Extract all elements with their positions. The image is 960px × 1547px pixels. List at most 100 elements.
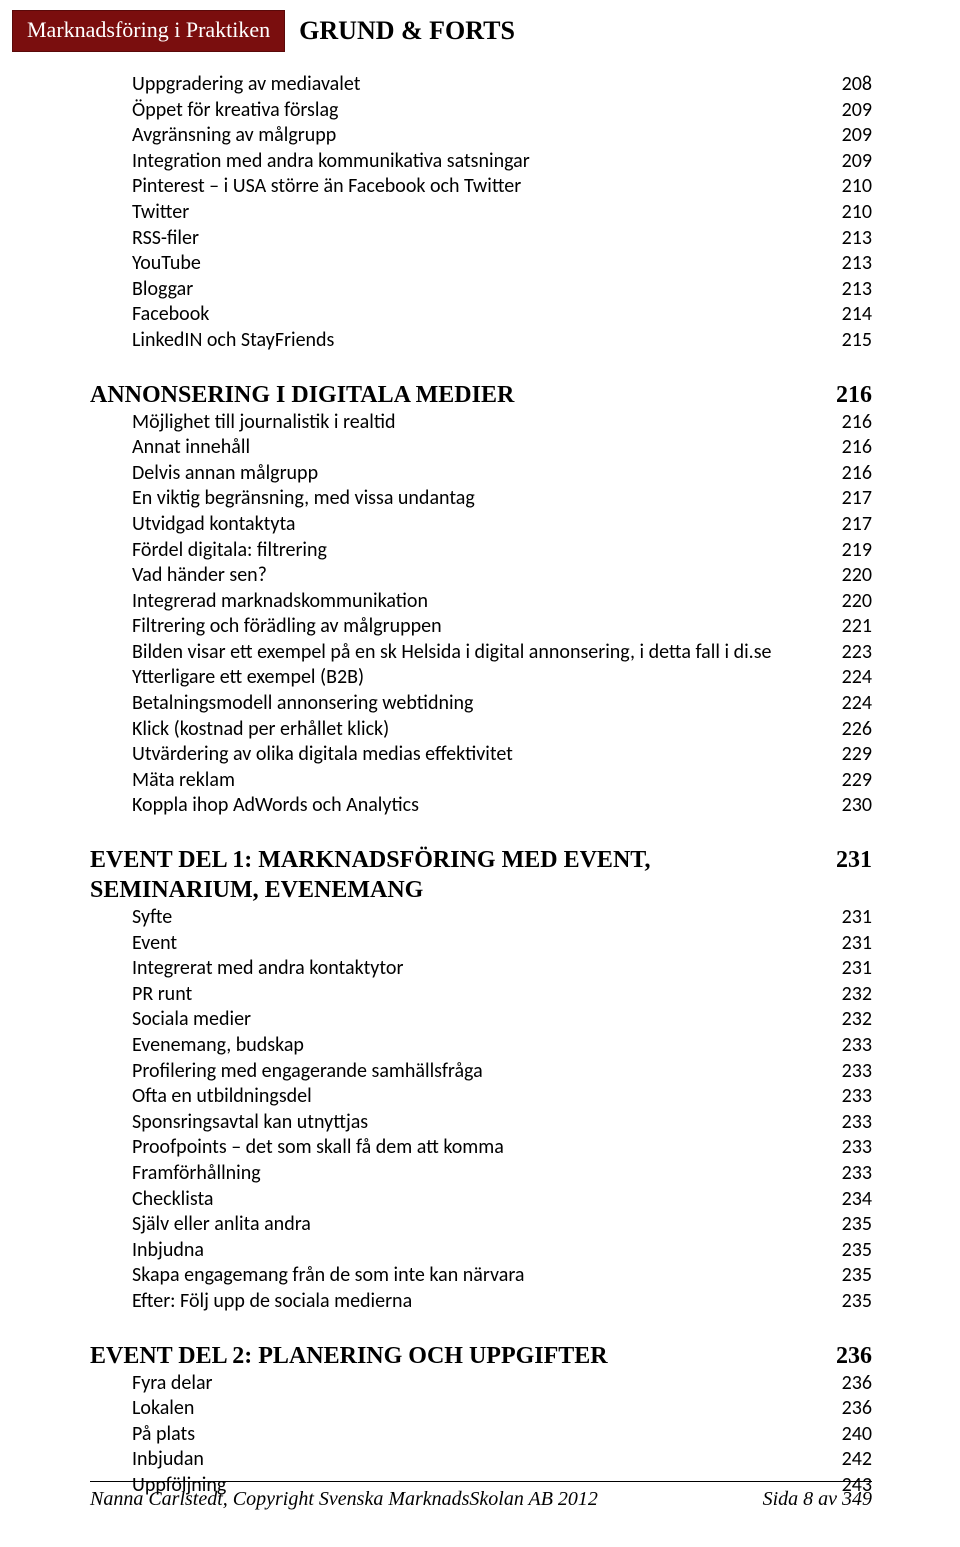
toc-row: Öppet för kreativa förslag209 <box>90 98 872 124</box>
toc-content: Uppgradering av mediavalet208Öppet för k… <box>90 72 872 1499</box>
toc-row: Vad händer sen?220 <box>90 563 872 589</box>
toc-section-heading: ANNONSERING I DIGITALA MEDIER216 <box>90 380 872 410</box>
toc-row-label: Utvidgad kontaktyta <box>132 512 812 538</box>
section-page: 216 <box>812 380 872 410</box>
toc-row: Syfte231 <box>90 905 872 931</box>
toc-row: YouTube213 <box>90 251 872 277</box>
toc-row: Lokalen236 <box>90 1396 872 1422</box>
toc-row: Sponsringsavtal kan utnyttjas233 <box>90 1110 872 1136</box>
toc-row: Evenemang, budskap233 <box>90 1033 872 1059</box>
toc-row-page: 233 <box>812 1135 872 1161</box>
toc-row-page: 231 <box>812 956 872 982</box>
toc-row-label: Betalningsmodell annonsering webtidning <box>132 691 812 717</box>
toc-row: Utvärdering av olika digitala medias eff… <box>90 742 872 768</box>
toc-row-page: 216 <box>812 461 872 487</box>
toc-row: Facebook214 <box>90 302 872 328</box>
toc-row-label: Filtrering och förädling av målgruppen <box>132 614 812 640</box>
toc-row: RSS-filer213 <box>90 226 872 252</box>
toc-row-label: Bilden visar ett exempel på en sk Helsid… <box>132 640 812 666</box>
section-title: EVENT DEL 2: PLANERING OCH UPPGIFTER <box>90 1341 812 1371</box>
toc-row: Annat innehåll216 <box>90 435 872 461</box>
toc-row-page: 219 <box>812 538 872 564</box>
footer-right: Sida 8 av 349 <box>763 1488 872 1511</box>
toc-row-label: Utvärdering av olika digitala medias eff… <box>132 742 812 768</box>
toc-row-label: Fyra delar <box>132 1371 812 1397</box>
toc-row-label: Fördel digitala: filtrering <box>132 538 812 564</box>
toc-row-label: Skapa engagemang från de som inte kan nä… <box>132 1263 812 1289</box>
toc-row-page: 231 <box>812 931 872 957</box>
header-badge: Marknadsföring i Praktiken <box>12 10 285 52</box>
toc-row-page: 209 <box>812 149 872 175</box>
toc-row: Event231 <box>90 931 872 957</box>
toc-row: Bloggar213 <box>90 277 872 303</box>
toc-row: Skapa engagemang från de som inte kan nä… <box>90 1263 872 1289</box>
toc-row: Fördel digitala: filtrering219 <box>90 538 872 564</box>
toc-row: Pinterest – i USA större än Facebook och… <box>90 174 872 200</box>
footer: Nanna Carlstedt, Copyright Svenska Markn… <box>90 1481 872 1511</box>
toc-row-label: Vad händer sen? <box>132 563 812 589</box>
toc-row-label: Öppet för kreativa förslag <box>132 98 812 124</box>
toc-row: Ytterligare ett exempel (B2B)224 <box>90 665 872 691</box>
toc-row-page: 217 <box>812 486 872 512</box>
toc-row-label: Uppgradering av mediavalet <box>132 72 812 98</box>
toc-row-label: Framförhållning <box>132 1161 812 1187</box>
toc-row-label: Själv eller anlita andra <box>132 1212 812 1238</box>
toc-row-label: En viktig begränsning, med vissa undanta… <box>132 486 812 512</box>
toc-row-label: LinkedIN och StayFriends <box>132 328 812 354</box>
section-title: EVENT DEL 1: MARKNADSFÖRING MED EVENT, S… <box>90 845 812 905</box>
toc-row-page: 223 <box>812 640 872 666</box>
toc-row-page: 233 <box>812 1110 872 1136</box>
toc-row-page: 214 <box>812 302 872 328</box>
toc-row: Checklista234 <box>90 1187 872 1213</box>
toc-row-label: Syfte <box>132 905 812 931</box>
toc-row-label: Avgränsning av målgrupp <box>132 123 812 149</box>
toc-row-page: 229 <box>812 768 872 794</box>
toc-row-label: Inbjudan <box>132 1447 812 1473</box>
toc-row-page: 217 <box>812 512 872 538</box>
section-title: ANNONSERING I DIGITALA MEDIER <box>90 380 812 410</box>
toc-row-page: 213 <box>812 251 872 277</box>
toc-row-page: 224 <box>812 691 872 717</box>
toc-row-page: 221 <box>812 614 872 640</box>
toc-row: På plats240 <box>90 1422 872 1448</box>
toc-row: Twitter210 <box>90 200 872 226</box>
toc-row-page: 233 <box>812 1084 872 1110</box>
toc-row-label: RSS-filer <box>132 226 812 252</box>
toc-row: Utvidgad kontaktyta217 <box>90 512 872 538</box>
toc-row: Uppgradering av mediavalet208 <box>90 72 872 98</box>
toc-row-page: 216 <box>812 410 872 436</box>
toc-row-label: Bloggar <box>132 277 812 303</box>
toc-row-label: Ofta en utbildningsdel <box>132 1084 812 1110</box>
toc-row-label: Inbjudna <box>132 1238 812 1264</box>
toc-row: Sociala medier232 <box>90 1007 872 1033</box>
toc-row-label: YouTube <box>132 251 812 277</box>
toc-row: Filtrering och förädling av målgruppen22… <box>90 614 872 640</box>
toc-row-page: 226 <box>812 717 872 743</box>
toc-row-label: Proofpoints – det som skall få dem att k… <box>132 1135 812 1161</box>
toc-row-page: 236 <box>812 1371 872 1397</box>
toc-row-page: 236 <box>812 1396 872 1422</box>
toc-section-heading: EVENT DEL 1: MARKNADSFÖRING MED EVENT, S… <box>90 845 872 905</box>
toc-row-page: 233 <box>812 1059 872 1085</box>
toc-row: Inbjudan242 <box>90 1447 872 1473</box>
toc-row: Profilering med engagerande samhällsfråg… <box>90 1059 872 1085</box>
toc-row-label: Checklista <box>132 1187 812 1213</box>
toc-row-page: 235 <box>812 1238 872 1264</box>
toc-row-label: Profilering med engagerande samhällsfråg… <box>132 1059 812 1085</box>
toc-row-label: Annat innehåll <box>132 435 812 461</box>
toc-row-page: 235 <box>812 1212 872 1238</box>
toc-row: Ofta en utbildningsdel233 <box>90 1084 872 1110</box>
toc-row-page: 215 <box>812 328 872 354</box>
toc-row-page: 232 <box>812 1007 872 1033</box>
section-page: 236 <box>812 1341 872 1371</box>
header-bar: Marknadsföring i Praktiken GRUND & FORTS <box>12 10 529 52</box>
toc-row-page: 213 <box>812 226 872 252</box>
toc-row: Mäta reklam229 <box>90 768 872 794</box>
toc-row-label: Ytterligare ett exempel (B2B) <box>132 665 812 691</box>
toc-row: Delvis annan målgrupp216 <box>90 461 872 487</box>
toc-row-label: PR runt <box>132 982 812 1008</box>
toc-row: Efter: Följ upp de sociala medierna235 <box>90 1289 872 1315</box>
toc-row-page: 229 <box>812 742 872 768</box>
toc-row: Integration med andra kommunikativa sats… <box>90 149 872 175</box>
footer-left: Nanna Carlstedt, Copyright Svenska Markn… <box>90 1488 598 1511</box>
